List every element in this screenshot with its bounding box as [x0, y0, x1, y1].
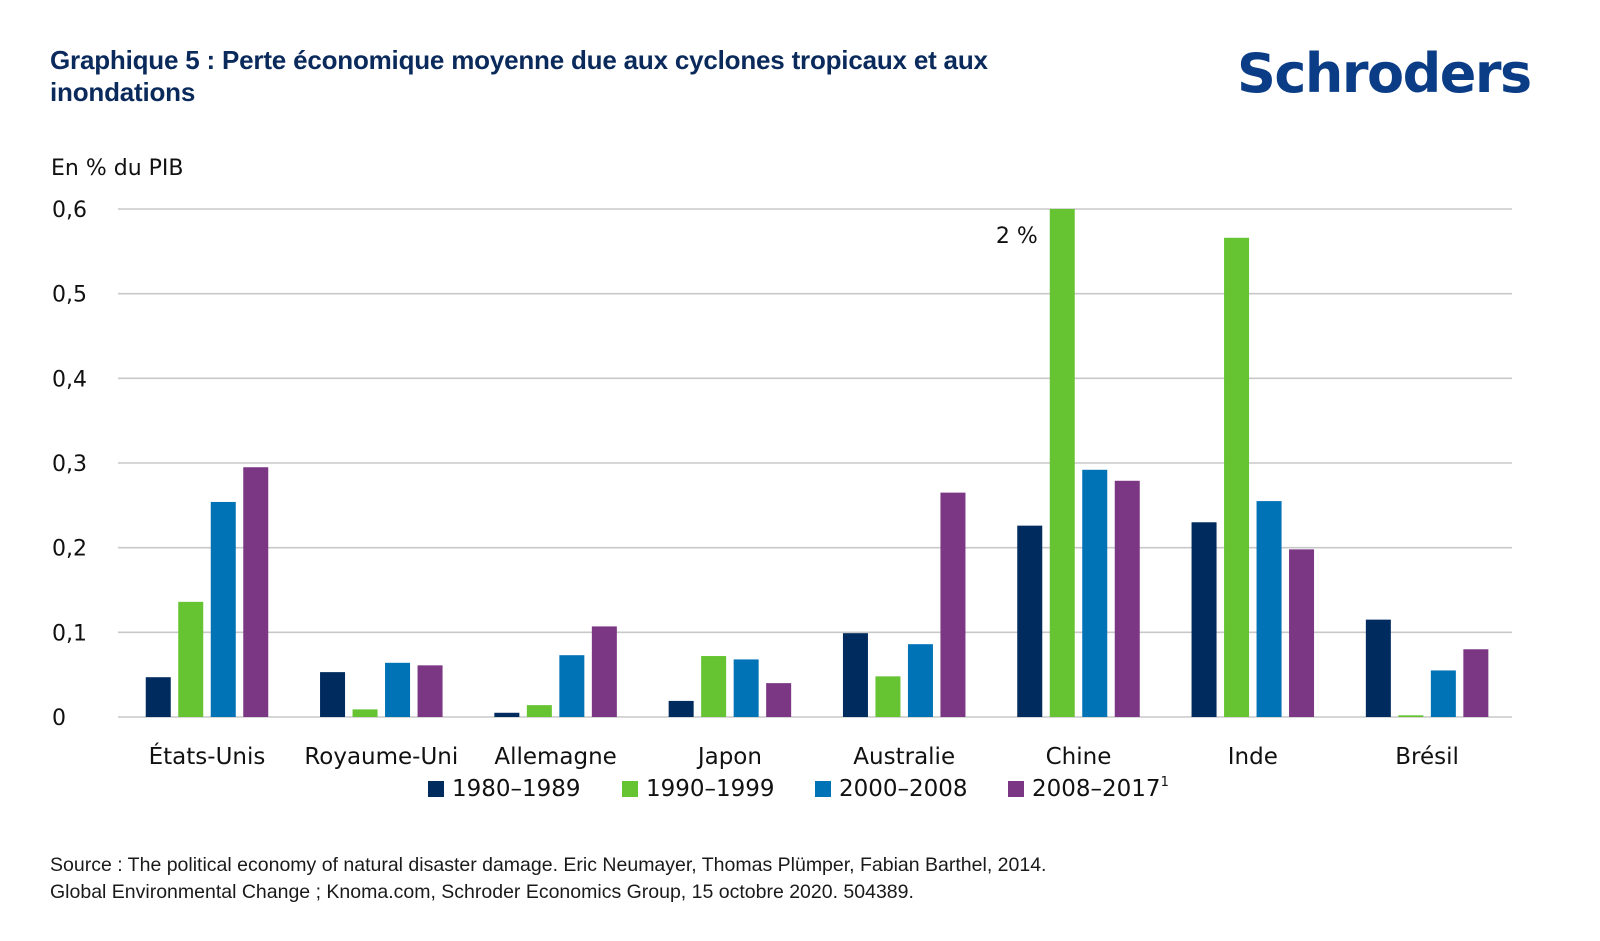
- bar: [668, 700, 694, 717]
- x-tick-label: Australie: [853, 744, 955, 770]
- bar: [940, 492, 966, 717]
- bar: [243, 467, 269, 717]
- bar: [875, 676, 901, 717]
- x-tick-label: Royaume-Uni: [304, 744, 458, 770]
- bar: [907, 644, 933, 717]
- x-tick-label: Japon: [696, 744, 762, 770]
- bar: [1365, 619, 1391, 717]
- legend-swatch: [428, 781, 444, 797]
- y-tick-label: 0,6: [52, 198, 87, 223]
- legend-swatch: [1008, 781, 1024, 797]
- bar: [178, 601, 204, 717]
- bar: [591, 626, 617, 717]
- bar: [1049, 209, 1075, 717]
- x-tick-label: États-Unis: [149, 742, 266, 770]
- legend-label: 1980–1989: [452, 776, 581, 802]
- bar: [526, 705, 552, 717]
- legend-label: 2008–20171: [1032, 775, 1169, 802]
- bar: [1430, 670, 1456, 717]
- legend-footnote-marker: 1: [1161, 775, 1169, 790]
- y-axis-label: En % du PIB: [51, 156, 183, 181]
- bar: [352, 709, 378, 717]
- y-tick-label: 0,2: [52, 537, 87, 562]
- y-tick-label: 0,4: [52, 367, 87, 392]
- y-tick-label: 0,1: [52, 621, 87, 646]
- y-axis-ticks: 0 0,1 0,2 0,3 0,4 0,5 0,6: [52, 198, 87, 731]
- bar: [417, 665, 443, 717]
- x-axis-ticks: États-Unis Royaume-Uni Allemagne Japon Austr…: [149, 742, 1459, 770]
- bar: [320, 672, 346, 717]
- bar: [210, 501, 236, 717]
- bar: [701, 656, 727, 717]
- bar: [1191, 522, 1217, 717]
- y-tick-label: 0,3: [52, 452, 87, 477]
- bar: [385, 662, 411, 717]
- chart-title: Graphique 5 : Perte économique moyenne d…: [50, 45, 988, 107]
- data-label: 2 %: [996, 224, 1038, 249]
- bars: [145, 209, 1489, 717]
- legend-label: 1990–1999: [646, 776, 775, 802]
- bar: [1398, 715, 1424, 717]
- x-tick-label: Brésil: [1395, 744, 1459, 770]
- bar: [1289, 549, 1315, 717]
- legend-item: 1980–1989: [428, 776, 581, 802]
- bar: [1082, 469, 1108, 717]
- bar: [1256, 501, 1282, 717]
- legend: 1980–1989 1990–1999 2000–2008 2008–20171: [428, 775, 1169, 802]
- legend-label: 2000–2008: [839, 776, 968, 802]
- bar: [1017, 525, 1043, 717]
- legend-item: 2000–2008: [815, 776, 968, 802]
- y-tick-label: 0: [52, 706, 66, 731]
- legend-item: 2008–20171: [1008, 775, 1169, 802]
- x-tick-label: Chine: [1046, 744, 1112, 770]
- y-tick-label: 0,5: [52, 283, 87, 308]
- bar-chart: En % du PIB 0 0,1 0,2 0,3 0,4 0,5 0,6 2 % État…: [51, 156, 1512, 802]
- bar: [559, 655, 585, 717]
- bar: [1463, 649, 1489, 717]
- source-line-1: Source : The political economy of natura…: [50, 854, 1047, 876]
- bar: [1114, 480, 1140, 717]
- bar: [494, 712, 520, 717]
- source-note: Source : The political economy of natura…: [50, 852, 1046, 906]
- schroders-logo: Schroders: [1237, 42, 1532, 105]
- bar: [842, 633, 868, 717]
- bar: [766, 683, 792, 717]
- x-tick-label: Inde: [1228, 744, 1278, 770]
- legend-item: 1990–1999: [622, 776, 775, 802]
- legend-swatch: [622, 781, 638, 797]
- annotations: 2 %: [996, 224, 1038, 249]
- x-tick-label: Allemagne: [494, 744, 617, 770]
- gridlines: [118, 208, 1512, 718]
- bar: [1224, 237, 1250, 717]
- source-line-2: Global Environmental Change ; Knoma.com,…: [50, 881, 914, 903]
- legend-swatch: [815, 781, 831, 797]
- bar: [733, 659, 759, 717]
- bar: [145, 677, 171, 717]
